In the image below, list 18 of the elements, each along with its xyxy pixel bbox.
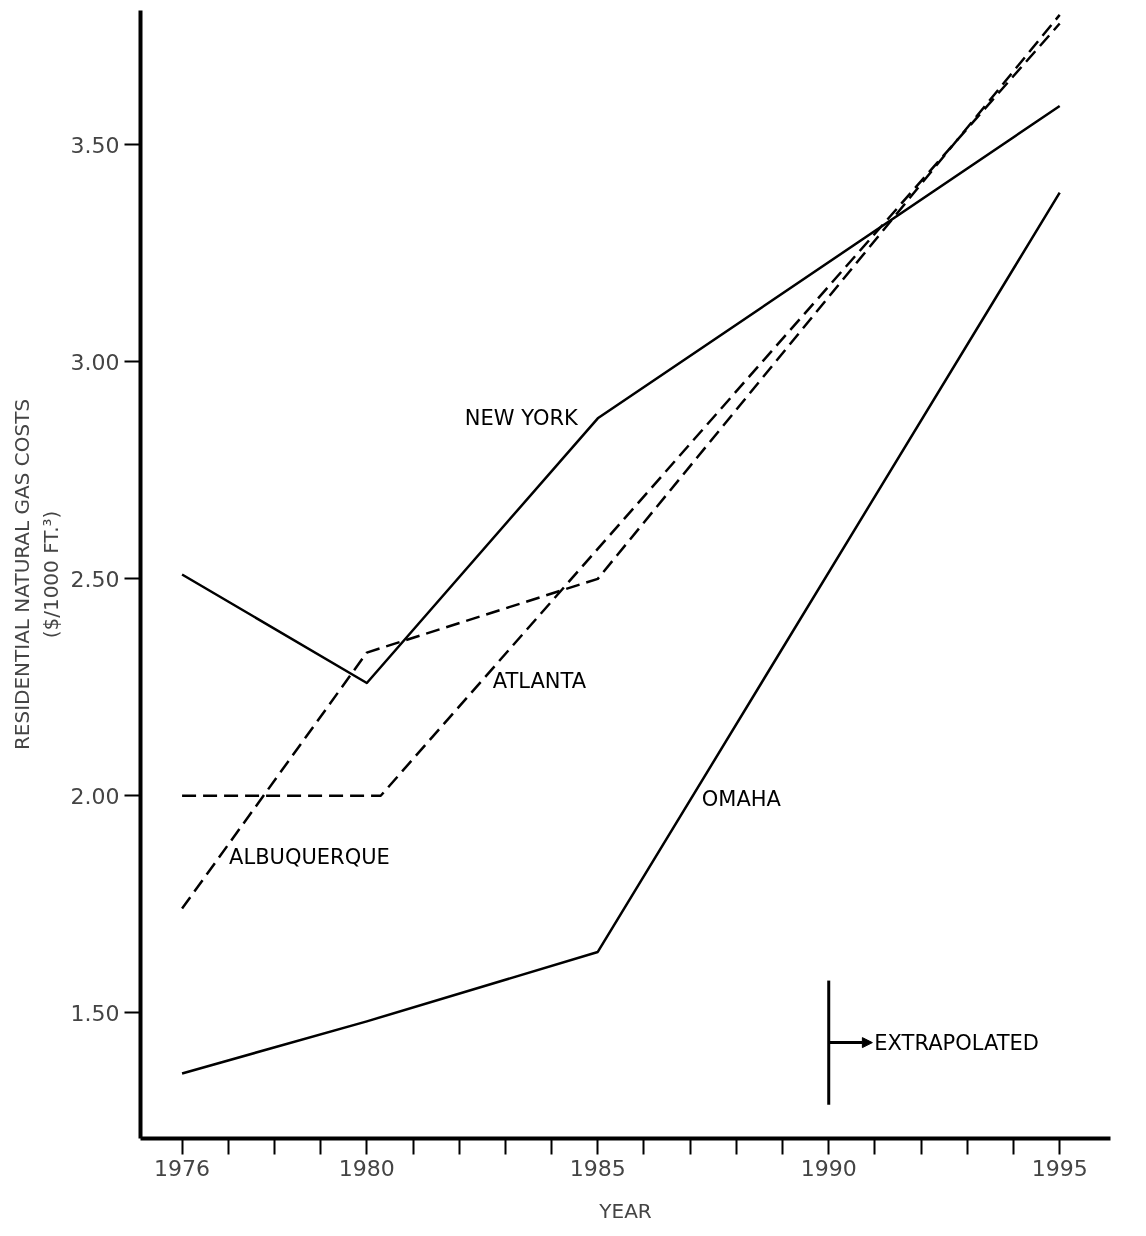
series-label: ATLANTA <box>492 668 587 693</box>
x-tick-label: 1976 <box>154 1155 211 1181</box>
y-tick-label: 3.50 <box>70 132 120 158</box>
x-tick-label: 1980 <box>338 1155 395 1181</box>
y-tick-label: 1.50 <box>70 1000 120 1026</box>
line-series <box>180 191 1061 1075</box>
ref-line-label: EXTRAPOLATED <box>874 1030 1039 1055</box>
series-label: OMAHA <box>701 786 782 811</box>
x-tick-label: 1985 <box>569 1155 626 1181</box>
series-label: NEW YORK <box>464 406 580 431</box>
x-tick-label: 1995 <box>1031 1155 1088 1181</box>
y-tick-label: 3.00 <box>70 349 120 375</box>
y-axis-title: RESIDENTIAL NATURAL GAS COSTS ($/1000 FT.³) <box>9 398 63 751</box>
y-tick-label: 2.00 <box>70 783 120 809</box>
x-axis-title: YEAR <box>598 1198 652 1223</box>
y-tick-label: 2.50 <box>70 566 120 592</box>
x-tick-label: 1990 <box>800 1155 857 1181</box>
series-label: ALBUQUERQUE <box>229 844 390 869</box>
